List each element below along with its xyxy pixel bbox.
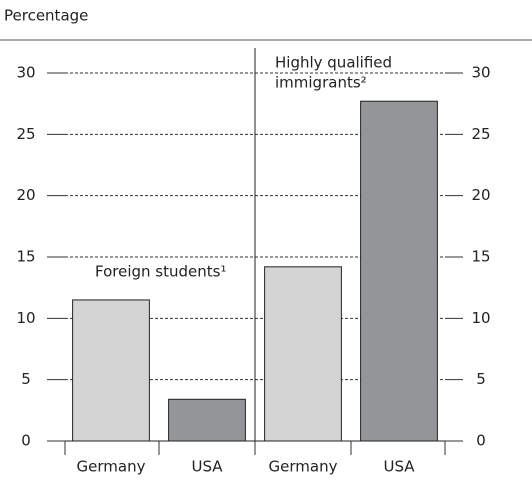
y-tick-label: 5: [21, 370, 31, 388]
y2-tick-label: 20: [471, 186, 490, 204]
y2-tick-label: 5: [476, 370, 486, 388]
x-tick-label: Germany: [269, 458, 338, 476]
y-tick-label: 15: [16, 248, 35, 266]
y-tick-label: 10: [16, 309, 35, 327]
y2-tick-label: 0: [476, 432, 486, 450]
bar: [360, 100, 438, 442]
bar: [72, 299, 150, 442]
x-tick-label: USA: [383, 458, 415, 476]
y-tick-label: 30: [16, 64, 35, 82]
y2-tick-label: 10: [471, 309, 490, 327]
bar: [264, 266, 342, 442]
y-tick-label: 0: [21, 432, 31, 450]
y2-tick-label: 30: [471, 64, 490, 82]
y-axis-label: Percentage: [4, 7, 88, 25]
group-label: immigrants²: [275, 74, 367, 92]
x-tick-label: USA: [191, 458, 223, 476]
y-tick-label: 25: [16, 125, 35, 143]
y2-tick-label: 25: [471, 125, 490, 143]
y-tick-label: 20: [16, 186, 35, 204]
y2-tick-label: 15: [471, 248, 490, 266]
group-label: Foreign students¹: [95, 263, 226, 281]
x-tick-label: Germany: [77, 458, 146, 476]
group-label: Highly qualified: [275, 54, 392, 72]
bar: [168, 398, 246, 442]
